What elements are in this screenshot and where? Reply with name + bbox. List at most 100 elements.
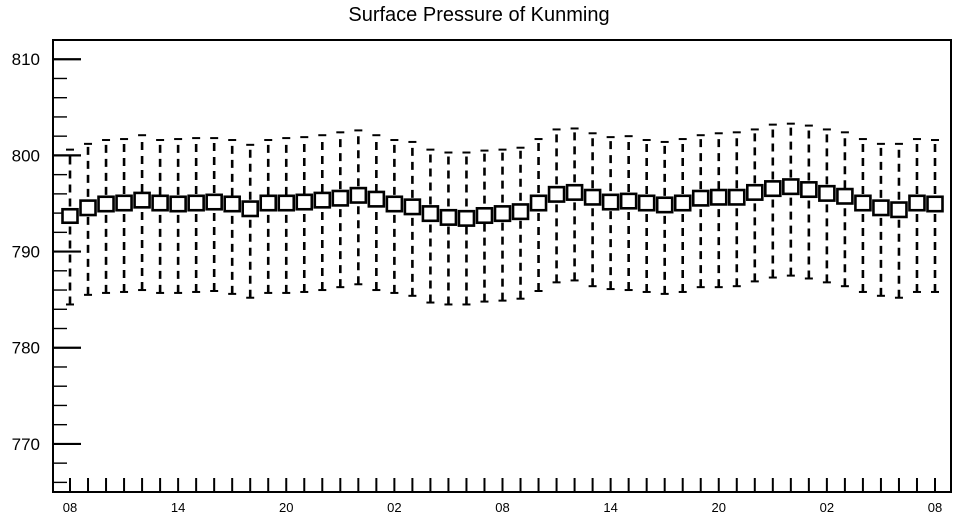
box-rect (782, 178, 800, 196)
box-rect (151, 194, 169, 212)
box-item (259, 139, 278, 294)
box-item (277, 137, 296, 294)
x-tick-label: 14 (171, 500, 185, 515)
box-rect (259, 194, 278, 212)
y-tick-label: 780 (12, 339, 40, 358)
box-rect (457, 209, 476, 227)
box-rect (637, 194, 656, 212)
box-item (529, 138, 548, 293)
box-item (169, 138, 187, 294)
box-rect (205, 193, 223, 211)
box-item (223, 139, 241, 295)
box-item (782, 122, 800, 277)
box-rect (547, 185, 566, 203)
box-item (403, 140, 422, 297)
box-rect (223, 195, 241, 213)
box-item (331, 131, 350, 289)
box-item (908, 138, 926, 293)
box-item (727, 131, 746, 288)
chart-title: Surface Pressure of Kunming (348, 4, 610, 26)
box-item (97, 139, 115, 294)
box-item (872, 142, 890, 297)
box-item (241, 143, 260, 299)
box-item (745, 128, 764, 283)
box-rect (818, 184, 836, 202)
box-item (133, 134, 151, 292)
box-rect (493, 205, 512, 223)
box-rect (331, 189, 350, 207)
box-item (79, 142, 97, 296)
box-rect (655, 196, 674, 214)
box-rect (745, 183, 764, 201)
box-rect (619, 192, 638, 210)
box-item (691, 134, 710, 289)
box-rect (727, 188, 746, 206)
x-tick-label: 20 (279, 500, 293, 515)
box-item (547, 128, 566, 284)
x-tick-label: 02 (820, 500, 834, 515)
box-rect (115, 194, 133, 212)
y-tick-label: 810 (12, 50, 40, 69)
box-rect (673, 194, 692, 212)
box-item (601, 136, 620, 291)
box-rect (439, 208, 458, 226)
box-rect (97, 195, 115, 213)
box-item (367, 134, 386, 292)
box-item (187, 137, 205, 293)
x-tick-label: 08 (928, 500, 942, 515)
box-rect (890, 201, 908, 219)
x-tick-label: 08 (63, 500, 77, 515)
box-item (385, 139, 404, 294)
box-rect (385, 195, 404, 213)
box-rect (403, 198, 422, 216)
box-item (673, 138, 692, 293)
box-item (475, 149, 494, 303)
box-rect (79, 199, 97, 217)
box-rect (421, 205, 440, 223)
box-rect (349, 186, 368, 204)
box-rect (277, 194, 296, 212)
box-series (61, 122, 944, 306)
box-rect (691, 189, 710, 207)
box-rect (583, 188, 602, 206)
box-rect (800, 181, 818, 199)
box-rect (511, 203, 530, 221)
box-item (295, 136, 314, 293)
box-item (800, 124, 818, 280)
box-item (421, 148, 440, 304)
box-rect (601, 193, 620, 211)
box-rect (133, 191, 151, 209)
box-item (511, 146, 530, 300)
box-item (764, 123, 782, 279)
y-tick-label: 770 (12, 435, 40, 454)
box-item (565, 127, 584, 282)
box-rect (187, 194, 205, 212)
box-item (619, 135, 638, 292)
box-item (349, 129, 368, 286)
y-axis: 770 780 790 800 810 (12, 39, 81, 484)
box-rect (565, 183, 584, 201)
box-rect (926, 195, 944, 213)
y-tick-label: 790 (12, 243, 40, 262)
box-rect (836, 187, 854, 205)
box-item (205, 137, 223, 293)
box-rect (61, 207, 79, 225)
box-item (890, 142, 908, 299)
box-item (313, 134, 332, 292)
box-item (61, 148, 79, 306)
box-rect (367, 190, 386, 208)
box-item (637, 139, 656, 293)
box-item (493, 148, 512, 302)
box-rect (764, 180, 782, 198)
x-tick-label: 20 (712, 500, 726, 515)
box-item (818, 128, 836, 284)
box-rect (709, 188, 728, 206)
x-axis: 08 14 20 02 08 14 20 02 08 (63, 478, 942, 515)
box-item (439, 151, 458, 306)
box-rect (908, 194, 926, 212)
box-rect (475, 206, 494, 225)
box-rect (169, 195, 187, 213)
box-item (583, 132, 602, 288)
box-item (655, 140, 674, 295)
